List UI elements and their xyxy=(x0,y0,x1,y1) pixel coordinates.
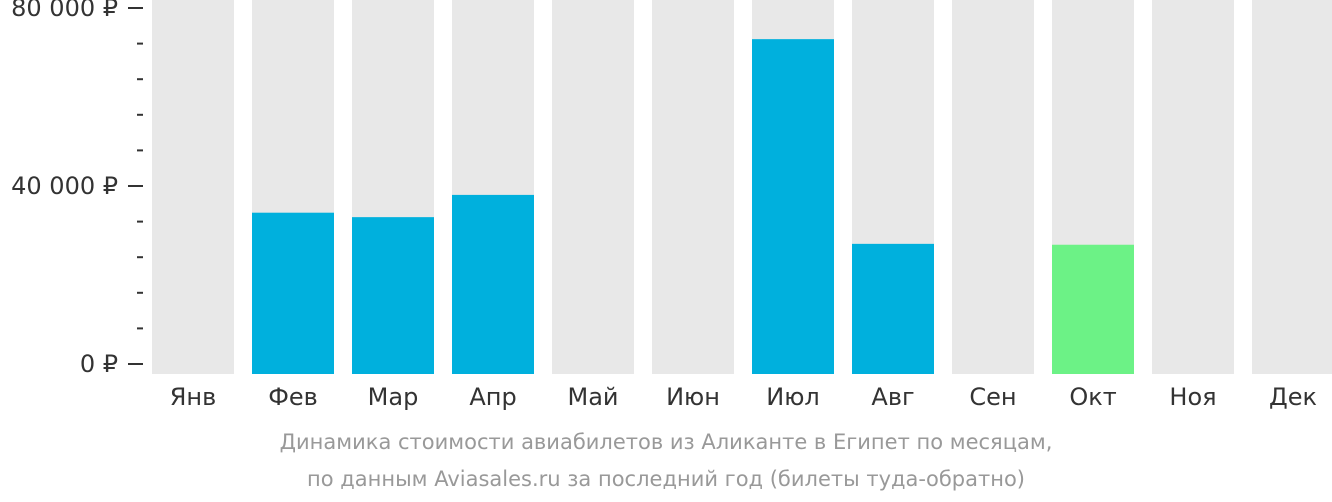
x-tick-label-2: Мар xyxy=(368,383,419,411)
bar-3[interactable] xyxy=(452,194,534,374)
x-tick-label-8: Сен xyxy=(969,383,1016,411)
background-column-0 xyxy=(152,0,234,374)
bar-chart: 0 ₽ 40 000 ₽ 80 000 ₽ Янв Фев Мар Апр Май Июн Ию… xyxy=(11,0,1332,411)
x-tick-label-3: Апр xyxy=(469,383,516,411)
x-axis: Янв Фев Мар Апр Май Июн Июл Авг Сен Окт Ноя Дек xyxy=(170,383,1317,411)
bar-6[interactable] xyxy=(752,39,834,375)
background-column-8 xyxy=(952,0,1034,374)
x-tick-label-10: Ноя xyxy=(1169,383,1216,411)
bar-1[interactable] xyxy=(252,212,334,374)
background-column-10 xyxy=(1152,0,1234,374)
y-tick-label-2: 80 000 ₽ xyxy=(11,0,118,22)
x-tick-label-5: Июн xyxy=(666,383,720,411)
x-tick-label-1: Фев xyxy=(268,383,318,411)
y-axis: 0 ₽ 40 000 ₽ 80 000 ₽ xyxy=(11,0,143,378)
bar-2[interactable] xyxy=(352,217,434,374)
y-tick-label-0: 0 ₽ xyxy=(80,350,118,378)
chart-caption-line-1: Динамика стоимости авиабилетов из Аликан… xyxy=(279,430,1053,454)
x-tick-label-11: Дек xyxy=(1269,383,1317,411)
data-bars xyxy=(252,39,1134,375)
background-column-5 xyxy=(652,0,734,374)
y-tick-label-1: 40 000 ₽ xyxy=(11,172,118,200)
background-column-11 xyxy=(1252,0,1332,374)
x-tick-label-6: Июл xyxy=(766,383,820,411)
bar-7[interactable] xyxy=(852,243,934,374)
chart-caption-line-2: по данным Aviasales.ru за последний год … xyxy=(307,467,1025,491)
background-column-4 xyxy=(552,0,634,374)
x-tick-label-7: Авг xyxy=(871,383,914,411)
x-tick-label-0: Янв xyxy=(170,383,217,411)
bar-9[interactable] xyxy=(1052,244,1134,374)
x-tick-label-9: Окт xyxy=(1069,383,1116,411)
x-tick-label-4: Май xyxy=(567,383,618,411)
